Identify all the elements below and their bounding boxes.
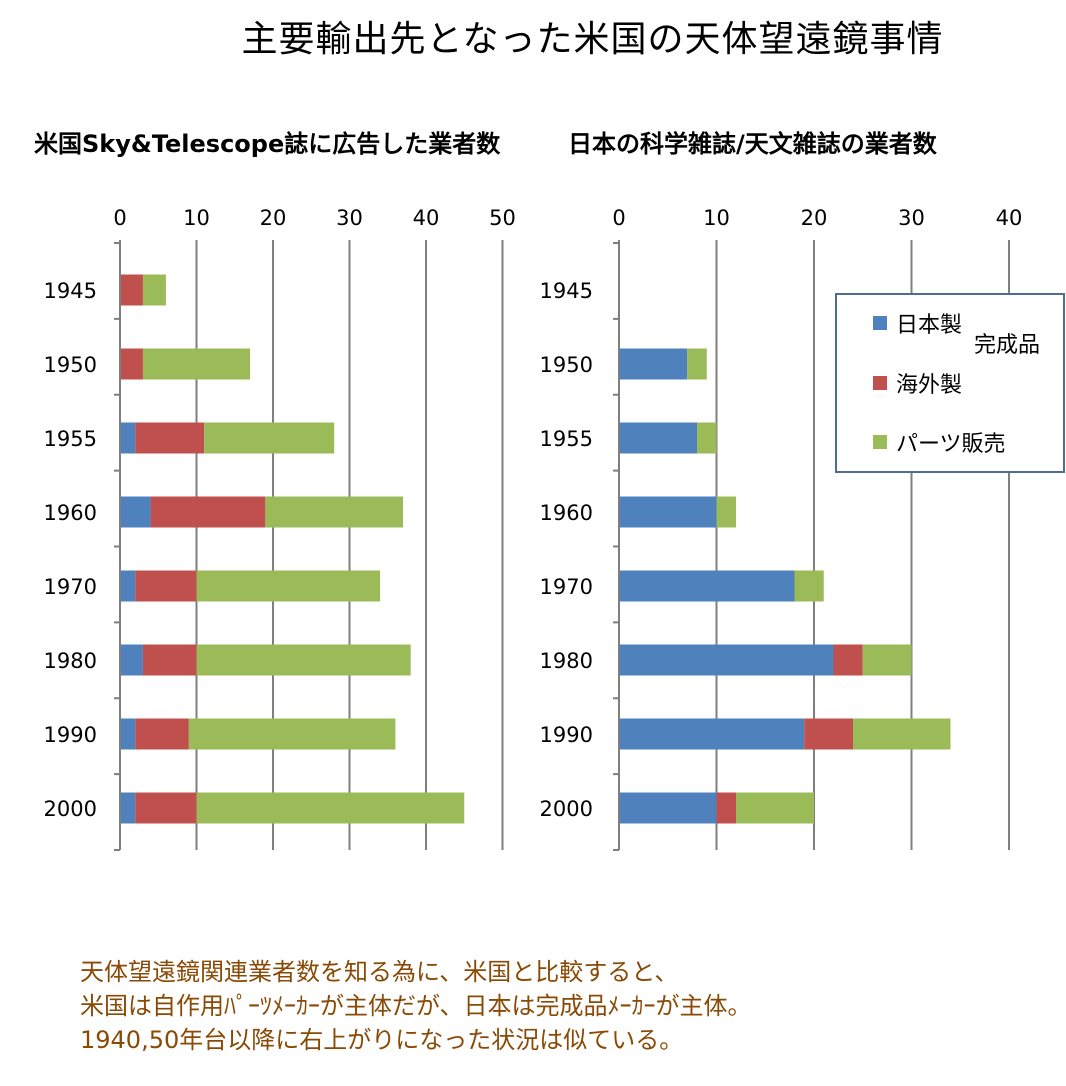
left-category-label: 1970 (44, 575, 97, 599)
left-bar-1955-japan (120, 422, 136, 454)
left-bar-1960-overseas (150, 496, 266, 528)
caption-line-3: 1940,50年台以降に右上がりになった状況は似ている。 (80, 1026, 684, 1054)
right-bar-1980-overseas (833, 644, 863, 676)
right-x-tick-label: 20 (801, 206, 828, 230)
right-category-label: 1970 (540, 575, 593, 599)
left-bar-1990-overseas (135, 718, 189, 750)
legend-swatch-japan (873, 316, 887, 330)
right-bar-1955-parts (697, 422, 717, 454)
left-bar-2000-japan (120, 792, 136, 824)
right-category-label: 1955 (540, 427, 593, 451)
left-x-tick-label: 30 (336, 206, 363, 230)
right-bar-1950-japan (619, 348, 688, 380)
right-bar-1960-japan (619, 496, 717, 528)
left-bar-1980-overseas (142, 644, 197, 676)
left-category-label: 1960 (44, 501, 97, 525)
right-bar-1980-japan (619, 644, 834, 676)
page-title: 主要輸出先となった米国の天体望遠鏡事情 (241, 19, 944, 60)
right-category-label: 1945 (540, 279, 593, 303)
legend-swatch-parts (873, 435, 887, 449)
right-chart-title: 日本の科学雑誌/天文雑誌の業者数 (568, 130, 937, 158)
legend-label-japan: 日本製 (896, 313, 962, 338)
caption: 天体望遠鏡関連業者数を知る為に、米国と比較すると、 米国は自作用ﾊﾟｰﾂﾒｰｶｰ… (80, 955, 752, 1057)
right-bar-1970-japan (619, 570, 795, 602)
right-bar-1980-parts (862, 644, 912, 676)
left-bar-1945-overseas (120, 274, 143, 306)
left-bar-2000-parts (196, 792, 465, 824)
right-category-label: 2000 (540, 797, 593, 821)
right-bar-2000-parts (736, 792, 814, 824)
left-x-tick-label: 40 (413, 206, 440, 230)
right-bar-1970-parts (794, 570, 824, 602)
right-x-tick-label: 30 (898, 206, 925, 230)
right-bar-2000-overseas (716, 792, 736, 824)
left-bar-2000-overseas (135, 792, 197, 824)
legend-label-overseas: 海外製 (896, 373, 962, 398)
left-x-tick-label: 10 (183, 206, 210, 230)
right-bar-1990-overseas (804, 718, 853, 750)
left-bar-1950-parts (142, 348, 251, 380)
left-bar-1955-overseas (135, 422, 205, 454)
left-category-label: 1950 (44, 353, 97, 377)
right-bar-1990-japan (619, 718, 805, 750)
left-bar-1960-parts (265, 496, 404, 528)
right-x-tick-label: 40 (996, 206, 1023, 230)
left-bar-1990-parts (188, 718, 396, 750)
right-bar-1950-parts (687, 348, 707, 380)
right-x-tick-label: 10 (703, 206, 730, 230)
right-category-label: 1960 (540, 501, 593, 525)
right-bar-1960-parts (716, 496, 736, 528)
legend-label-parts: パーツ販売 (896, 432, 1006, 457)
left-category-label: 1945 (44, 279, 97, 303)
right-category-label: 1950 (540, 353, 593, 377)
legend-label-japan-sub: 完成品 (974, 333, 1040, 358)
charts-canvas: 0 10 20 30 40 50 1945 1950 1955 1960 1970 1980 1990 2… (44, 206, 1065, 851)
right-x-tick-label: 0 (612, 206, 625, 230)
left-x-tick-label: 0 (113, 206, 126, 230)
left-category-label: 1955 (44, 427, 97, 451)
left-bar-1955-parts (204, 422, 335, 454)
left-bar-1960-japan (120, 496, 151, 528)
left-category-label: 1980 (44, 649, 97, 673)
left-bar-1970-overseas (135, 570, 197, 602)
left-category-label: 1990 (44, 723, 97, 747)
right-bar-1990-parts (853, 718, 951, 750)
left-bar-1950-overseas (120, 348, 143, 380)
left-bar-1970-japan (120, 570, 136, 602)
legend-swatch-overseas (873, 376, 887, 390)
right-category-label: 1990 (540, 723, 593, 747)
caption-line-1: 天体望遠鏡関連業者数を知る為に、米国と比較すると、 (80, 958, 679, 986)
right-category-label: 1980 (540, 649, 593, 673)
left-category-label: 2000 (44, 797, 97, 821)
left-bar-1980-japan (120, 644, 143, 676)
left-bar-1970-parts (196, 570, 381, 602)
caption-line-2: 米国は自作用ﾊﾟｰﾂﾒｰｶｰが主体だが、日本は完成品ﾒｰｶｰが主体。 (80, 992, 752, 1020)
left-chart-title: 米国Sky&Telescope誌に広告した業者数 (34, 130, 501, 158)
left-bar-1980-parts (196, 644, 411, 676)
left-bar-1990-japan (120, 718, 136, 750)
left-bar-1945-parts (142, 274, 166, 306)
left-x-tick-label: 20 (260, 206, 287, 230)
right-bar-2000-japan (619, 792, 717, 824)
left-x-tick-label: 50 (489, 206, 516, 230)
right-bar-1955-japan (619, 422, 697, 454)
